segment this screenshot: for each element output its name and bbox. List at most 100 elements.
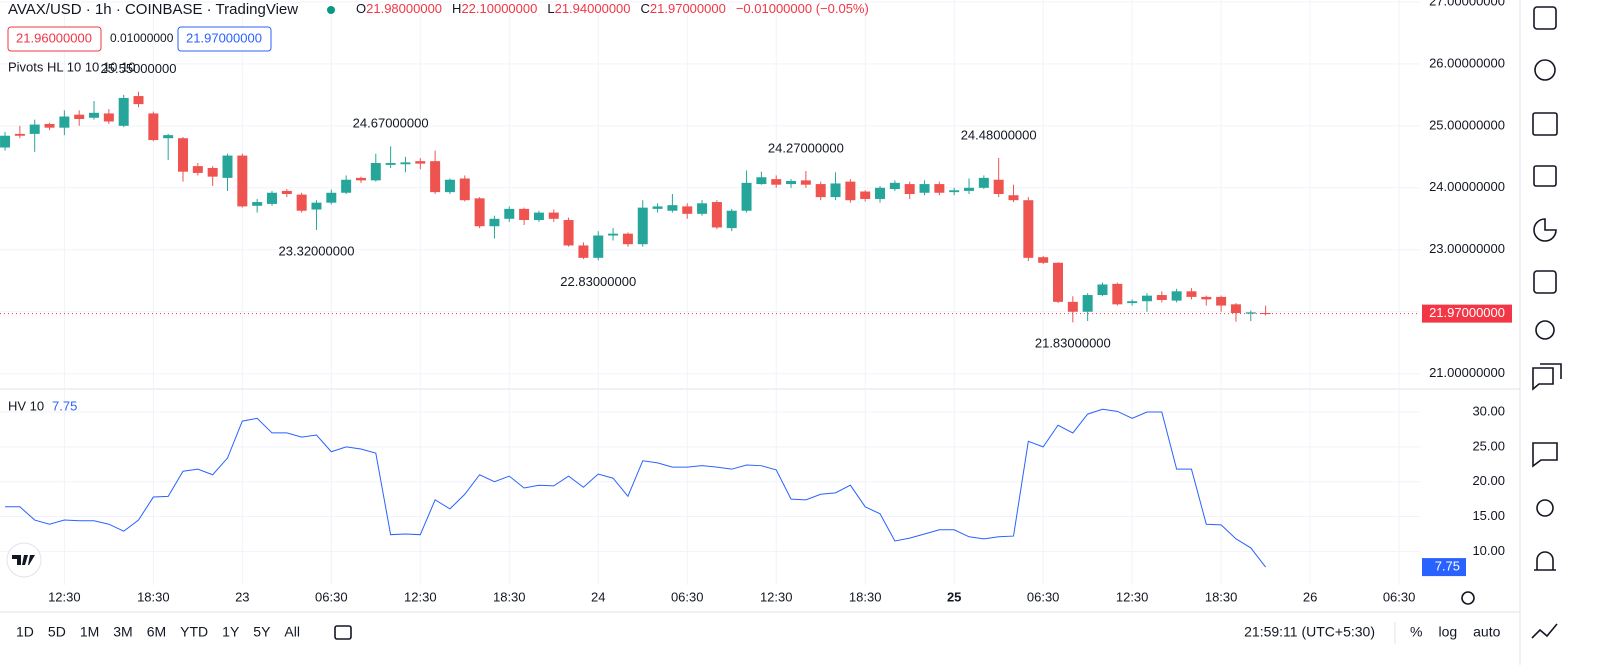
range-button[interactable]: 1D	[16, 624, 34, 640]
candle-body	[222, 155, 233, 178]
candle-body	[1260, 313, 1271, 315]
y-tick-label: 21.00000000	[1429, 365, 1505, 380]
candle-body	[964, 187, 975, 191]
candle-body	[148, 113, 159, 141]
candle-body	[430, 161, 441, 193]
ideas-icon[interactable]	[1535, 320, 1555, 340]
alerts-icon[interactable]	[1534, 59, 1556, 81]
range-button[interactable]: 1M	[80, 624, 99, 640]
y-tick-label: 27.00000000	[1429, 0, 1505, 8]
candle-body	[978, 177, 989, 188]
clock: 21:59:11 (UTC+5:30)	[1244, 624, 1375, 640]
last-price-label: 21.97000000	[1429, 305, 1505, 320]
range-button[interactable]: All	[284, 624, 300, 640]
candle-body	[281, 190, 292, 194]
candle-body	[711, 202, 722, 228]
range-button[interactable]: YTD	[180, 624, 208, 640]
chats-icon[interactable]	[1532, 363, 1562, 391]
candle-body	[44, 123, 55, 128]
candle-body	[578, 245, 589, 258]
candle-body	[889, 182, 900, 190]
candle-body	[622, 233, 633, 245]
candle-body	[548, 212, 559, 219]
pivot-label: 22.83000000	[560, 274, 636, 289]
ohlc-key: O	[356, 1, 366, 16]
candle-body	[296, 194, 307, 211]
candle-body	[519, 208, 530, 221]
ohlc-value: 21.94000000	[555, 1, 631, 16]
candle-body	[341, 179, 352, 193]
candle-body	[400, 162, 411, 165]
news-icon[interactable]	[1532, 112, 1558, 136]
candle-body	[489, 218, 500, 227]
candle-body	[1082, 295, 1093, 312]
calendar-icon[interactable]	[1533, 165, 1557, 187]
range-button[interactable]: 1Y	[222, 624, 240, 640]
candle-body	[800, 180, 811, 185]
candle-body	[786, 180, 797, 185]
hv-line	[5, 408, 1267, 568]
watchlist-icon[interactable]	[1533, 6, 1557, 30]
settings-icon[interactable]	[1461, 591, 1475, 605]
candle-body	[726, 210, 737, 229]
scale-option[interactable]: log	[1438, 624, 1457, 640]
range-button[interactable]: 5D	[48, 624, 66, 640]
candle-body	[29, 124, 40, 134]
ohlc-value: 22.10000000	[461, 1, 537, 16]
candle-body	[1201, 296, 1212, 300]
candle-body	[845, 181, 856, 201]
candle-body	[163, 135, 174, 139]
scale-option[interactable]: %	[1410, 624, 1422, 640]
symbol-title: AVAX/USD · 1h · COINBASE · TradingView	[8, 1, 298, 18]
notifications-icon[interactable]	[1534, 551, 1556, 571]
candle-body	[0, 135, 11, 148]
date-range-icon[interactable]	[334, 625, 352, 640]
streams-icon[interactable]	[1532, 442, 1558, 468]
last-value-badge	[1422, 558, 1466, 577]
candle-body	[608, 233, 619, 236]
candle-body	[118, 97, 129, 126]
indicator-title: Pivots HL 10 10 10 10	[8, 59, 135, 74]
y-tick-label: 24.00000000	[1429, 179, 1505, 194]
x-tick-label: 12:30	[1116, 589, 1149, 604]
candle-body	[370, 163, 381, 181]
data-icon[interactable]	[1533, 218, 1557, 242]
scale-option[interactable]: auto	[1473, 624, 1500, 640]
candle-body	[1127, 301, 1138, 304]
pivot-label: 24.67000000	[353, 116, 429, 131]
candle-body	[355, 177, 366, 181]
candle-body	[1141, 295, 1152, 302]
sidebar	[1531, 6, 1562, 639]
candle-body	[682, 206, 693, 214]
candle-body	[756, 177, 767, 185]
candle-body	[741, 182, 752, 211]
candle-body	[815, 184, 826, 198]
candle-body	[415, 161, 426, 164]
candle-body	[1008, 195, 1019, 201]
y-tick-label: 15.00	[1472, 508, 1505, 523]
candle-body	[311, 202, 322, 210]
ask-chip[interactable]	[177, 26, 272, 52]
candle-body	[1216, 296, 1227, 306]
range-button[interactable]: 6M	[147, 624, 166, 640]
ohlc-value: 21.97000000	[650, 1, 726, 16]
candle-body	[860, 191, 871, 199]
candle-body	[266, 192, 277, 204]
candle-body	[1067, 301, 1078, 312]
candle-body	[904, 184, 915, 194]
trading-icon[interactable]	[1531, 623, 1558, 639]
candle-body	[103, 113, 114, 122]
bid-chip[interactable]	[7, 26, 102, 52]
range-button[interactable]: 5Y	[253, 624, 271, 640]
candle-body	[949, 190, 960, 193]
candle-body	[59, 116, 70, 128]
range-button[interactable]: 3M	[113, 624, 132, 640]
ohlc-legend: O21.98000000 H22.10000000 L21.94000000 C21.…	[356, 1, 869, 16]
candle-body	[385, 163, 396, 165]
events-icon[interactable]	[1533, 270, 1557, 294]
candle-body	[637, 207, 648, 245]
spread: 0.01000000	[110, 31, 174, 45]
hotlist-icon[interactable]	[1536, 499, 1554, 517]
candle-body	[919, 184, 930, 193]
candle-body	[178, 138, 189, 172]
